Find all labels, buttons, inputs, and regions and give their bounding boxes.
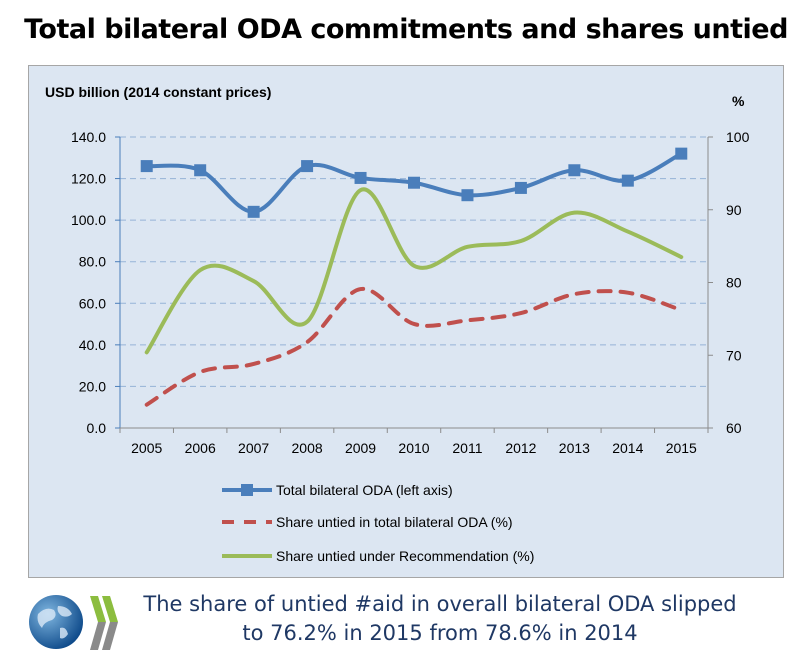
x-axis-tick-label: 2011: [452, 440, 482, 456]
x-axis-tick-label: 2005: [131, 440, 162, 456]
x-axis-tick-label: 2008: [292, 440, 323, 456]
legend-label: Total bilateral ODA (left axis): [276, 482, 453, 498]
data-point-marker: [675, 147, 688, 160]
x-axis-tick-label: 2014: [612, 440, 643, 456]
data-point-marker: [461, 189, 474, 202]
right-axis-tick-label: 90: [726, 202, 742, 218]
legend-marker: [241, 484, 253, 496]
right-axis-tick-label: 80: [726, 275, 742, 291]
data-point-marker: [408, 176, 420, 189]
data-point-marker: [621, 174, 634, 187]
x-axis-tick-label: 2013: [559, 440, 590, 456]
series-line-2: [144, 187, 684, 355]
left-axis-tick-label: 120.0: [71, 171, 106, 187]
left-axis-tick-label: 100.0: [71, 212, 106, 228]
x-axis-tick-label: 2010: [398, 440, 429, 456]
right-axis-label: %: [732, 93, 745, 109]
legend-label: Share untied in total bilateral ODA (%): [276, 514, 513, 530]
footer-line-1: The share of untied #aid in overall bila…: [143, 592, 737, 616]
series-line-1: [144, 287, 684, 407]
data-point-marker: [140, 160, 153, 173]
data-point-marker: [514, 181, 527, 194]
left-axis-tick-label: 20.0: [79, 378, 106, 394]
right-axis-tick-label: 60: [726, 420, 742, 436]
footer-caption: The share of untied #aid in overall bila…: [110, 590, 770, 648]
right-axis-tick-label: 100: [726, 129, 750, 145]
x-axis-tick-label: 2006: [185, 440, 216, 456]
right-axis-tick-label: 70: [726, 347, 742, 363]
x-axis-tick-label: 2012: [505, 440, 536, 456]
footer-line-2: to 76.2% in 2015 from 78.6% in 2014: [242, 621, 638, 645]
x-axis-tick-label: 2015: [666, 440, 697, 456]
left-axis-tick-label: 0.0: [87, 420, 107, 436]
left-axis-tick-label: 80.0: [79, 254, 106, 270]
oecd-logo-icon: [29, 595, 118, 650]
chart-title: Total bilateral ODA commitments and shar…: [24, 14, 788, 45]
data-point-marker: [301, 160, 314, 173]
x-axis-tick-label: 2009: [345, 440, 376, 456]
left-axis-label: USD billion (2014 constant prices): [45, 84, 271, 100]
data-point-marker: [354, 171, 367, 184]
left-axis-tick-label: 140.0: [71, 129, 106, 145]
legend-label: Share untied under Recommendation (%): [276, 548, 534, 564]
left-axis-tick-label: 40.0: [79, 337, 106, 353]
data-point-marker: [194, 164, 207, 177]
x-axis-tick-label: 2007: [238, 440, 269, 456]
left-axis-tick-label: 60.0: [79, 295, 106, 311]
data-point-marker: [568, 164, 581, 177]
data-point-marker: [247, 205, 260, 218]
